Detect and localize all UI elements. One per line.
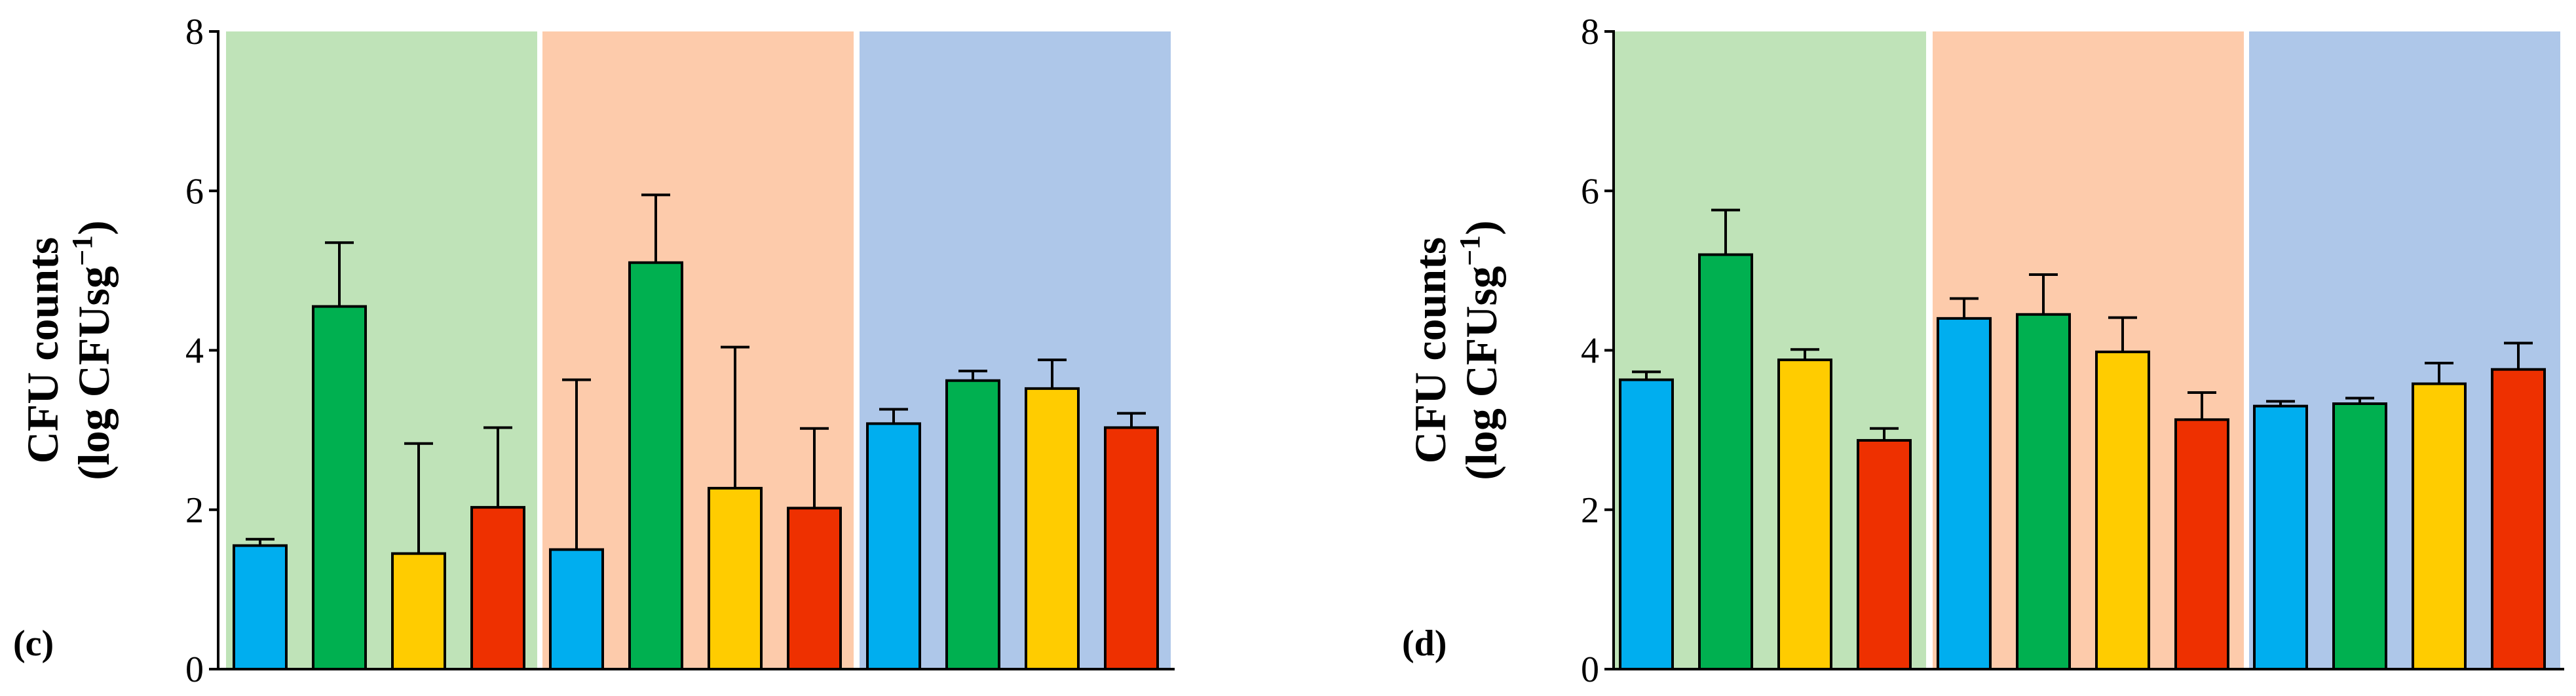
bar-group3-green: [945, 379, 1000, 671]
y-ticks: 0 2 4 6 8: [185, 12, 218, 690]
bars: [233, 261, 1159, 671]
error-bar-group1-yellow: [404, 442, 433, 554]
bar-group2-red: [2174, 418, 2229, 670]
y-axis-label-line2: (log CFUsg−1): [1454, 220, 1506, 480]
bar-group3-green: [2332, 402, 2387, 671]
error-bar-group1-blue: [1632, 370, 1661, 380]
bar-group3-blue: [2253, 404, 2308, 670]
error-bar-group2-red: [2188, 391, 2216, 420]
error-bar-group1-green: [1711, 208, 1740, 255]
y-axis-label-close: ): [1456, 220, 1506, 235]
error-bars: [1632, 208, 2533, 440]
group-backgrounds: [226, 31, 1171, 669]
panel-c: 0 2 4 6 8 CFU counts (log CFUsg−1) (c): [13, 12, 1175, 690]
panel-label: (c): [13, 623, 54, 664]
y-axis-label: CFU counts (log CFUsg−1): [1405, 220, 1506, 480]
error-bar-group1-green: [325, 241, 354, 307]
bar-group2-yellow: [708, 486, 763, 670]
error-bar-group2-blue: [1950, 297, 1979, 319]
error-bar-group1-red: [1870, 427, 1899, 440]
y-axis-label-superscript: −1: [1454, 235, 1486, 266]
error-bar-group1-yellow: [1790, 348, 1819, 360]
panel-label: (d): [1402, 623, 1447, 664]
bar-group1-yellow: [1777, 358, 1832, 670]
y-tick-label: 6: [1581, 171, 1599, 212]
bar-group1-red: [470, 506, 525, 670]
bar-group2-blue: [549, 548, 604, 670]
y-tick-label: 2: [1581, 490, 1599, 531]
y-tick-label: 8: [1581, 12, 1599, 52]
y-axis-label-close: ): [69, 220, 119, 235]
y-axis-label-unit: (log CFUsg: [1456, 266, 1506, 480]
y-axis-label-unit: (log CFUsg: [69, 266, 119, 480]
error-bar-group3-blue: [2266, 400, 2295, 406]
y-tick-label: 0: [1581, 649, 1599, 690]
y-axis-label: CFU counts (log CFUsg−1): [18, 220, 119, 480]
bar-group3-blue: [866, 422, 921, 671]
error-bar-group3-blue: [879, 408, 908, 424]
bar-group1-red: [1857, 438, 1912, 671]
error-bar-group2-yellow: [2108, 316, 2137, 352]
y-axis-label-superscript: −1: [66, 235, 98, 266]
y-tick-label: 2: [185, 490, 204, 531]
bar-group1-green: [1698, 253, 1753, 670]
error-bar-group3-red: [1117, 412, 1146, 428]
panel-d: 0 2 4 6 8 CFU counts (log CFUsg−1) (d): [1402, 12, 2564, 690]
y-axis-label-line2: (log CFUsg−1): [66, 220, 119, 480]
bar-group1-green: [312, 305, 367, 670]
y-tick-label: 4: [185, 331, 204, 372]
error-bar-group2-red: [800, 427, 829, 509]
bar-group2-green: [2016, 313, 2071, 670]
error-bar-group1-red: [483, 426, 512, 508]
bar-group1-yellow: [391, 552, 446, 670]
error-bar-group3-yellow: [2425, 361, 2453, 384]
y-tick-label: 4: [1581, 331, 1599, 372]
error-bar-group2-blue: [562, 378, 591, 550]
error-bar-group2-yellow: [721, 345, 749, 488]
error-bar-group1-blue: [246, 537, 275, 546]
bar-group2-green: [628, 261, 683, 670]
error-bar-group3-red: [2504, 341, 2533, 370]
bar-group3-red: [1104, 426, 1159, 670]
y-tick-label: 8: [185, 12, 204, 52]
y-ticks: 0 2 4 6 8: [1581, 12, 1614, 690]
error-bar-group2-green: [2029, 273, 2058, 315]
bar-group2-red: [787, 507, 842, 670]
y-axis-label-line1: CFU counts: [18, 237, 67, 464]
bar-group3-red: [2491, 368, 2546, 670]
bar-group3-yellow: [1025, 387, 1080, 670]
y-axis-label-line1: CFU counts: [1405, 237, 1455, 464]
y-tick-label: 6: [185, 171, 204, 212]
error-bar-group3-yellow: [1038, 358, 1067, 389]
error-bar-group3-green: [2345, 396, 2374, 404]
y-tick-label: 0: [185, 649, 204, 690]
bar-group2-blue: [1937, 317, 1992, 671]
error-bars: [246, 193, 1146, 554]
bar-group2-yellow: [2095, 350, 2150, 670]
error-bar-group3-green: [958, 370, 987, 381]
bar-group1-blue: [233, 544, 288, 671]
bar-group1-blue: [1619, 378, 1674, 670]
bar-group3-yellow: [2412, 382, 2467, 671]
error-bar-group2-green: [641, 193, 670, 263]
